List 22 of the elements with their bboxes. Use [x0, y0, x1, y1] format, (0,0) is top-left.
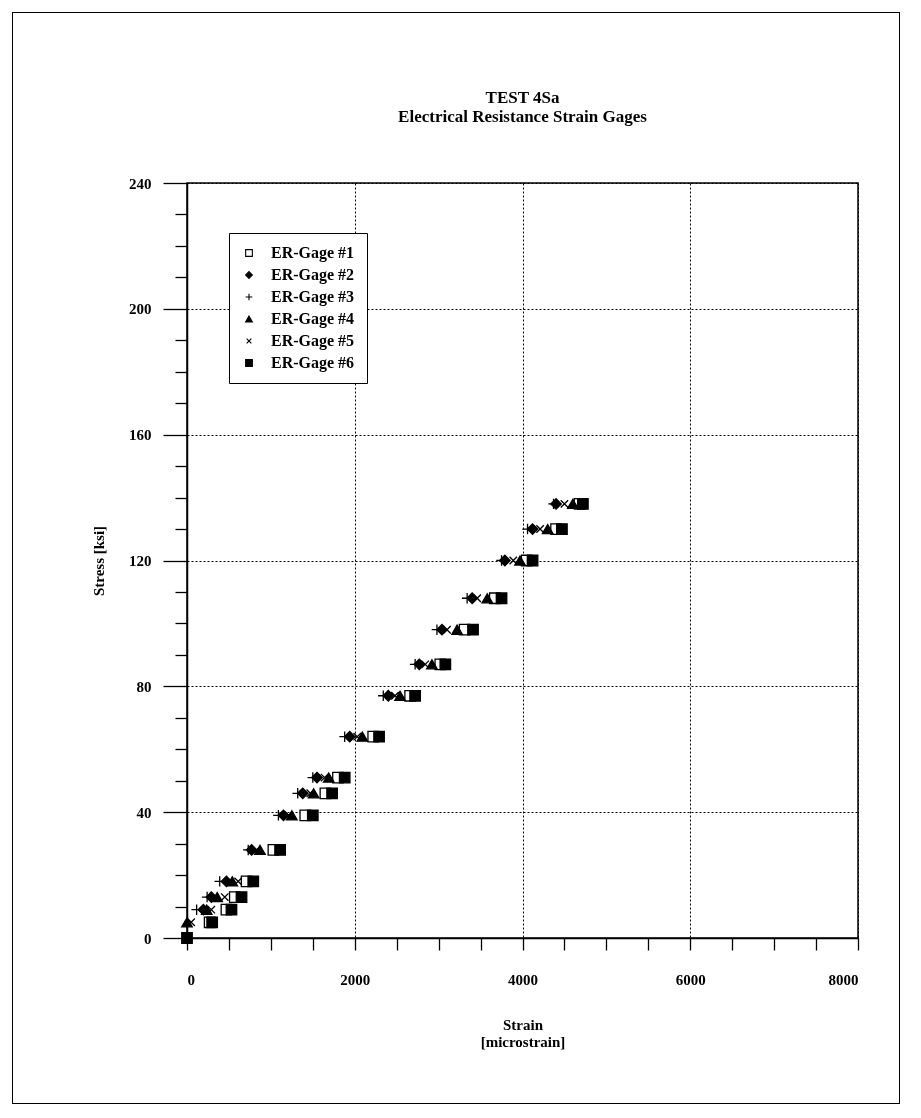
x-tick-label: 8000: [828, 971, 859, 988]
legend-label: ER-Gage #1: [271, 244, 355, 262]
y-tick-label: 80: [136, 678, 152, 695]
y-tick-label: 120: [129, 553, 152, 569]
x-tick-label: 6000: [675, 971, 706, 988]
y-tick-label: 40: [136, 804, 152, 821]
x-tick-label: 0: [187, 971, 195, 988]
legend-label: ER-Gage #5: [271, 332, 355, 350]
chart-title: TEST 4Sa: [485, 88, 560, 107]
y-tick-label: 200: [129, 301, 152, 318]
legend-label: ER-Gage #6: [271, 354, 355, 372]
x-axis-title: Strain [microstrain]: [480, 1016, 566, 1050]
x-tick-label: 4000: [508, 971, 538, 988]
x-tick-label: 2000: [340, 971, 371, 988]
legend-label: ER-Gage #3: [271, 288, 355, 306]
y-tick-label: 160: [129, 427, 152, 444]
chart-subtitle: Electrical Resistance Strain Gages: [398, 107, 648, 126]
y-tick-label: 0: [144, 930, 152, 947]
legend-label: ER-Gage #4: [271, 310, 355, 328]
y-axis-title: Stress [ksi]: [91, 525, 107, 597]
y-tick-label: 240: [129, 175, 152, 192]
legend-label: ER-Gage #2: [271, 266, 355, 284]
